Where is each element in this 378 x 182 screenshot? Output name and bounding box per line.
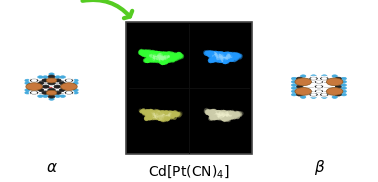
Circle shape: [37, 88, 44, 92]
Circle shape: [341, 77, 346, 80]
Circle shape: [297, 80, 302, 83]
Circle shape: [314, 84, 324, 89]
Circle shape: [55, 76, 60, 78]
Circle shape: [335, 77, 341, 80]
Circle shape: [311, 96, 316, 98]
Text: α: α: [46, 160, 57, 175]
Circle shape: [54, 91, 61, 94]
Circle shape: [319, 92, 329, 97]
Circle shape: [326, 78, 343, 86]
Circle shape: [341, 93, 346, 96]
Circle shape: [42, 79, 49, 82]
Circle shape: [295, 78, 311, 86]
Circle shape: [332, 96, 337, 98]
Circle shape: [25, 89, 30, 91]
Circle shape: [55, 95, 60, 97]
Circle shape: [341, 90, 346, 93]
Bar: [126, 22, 252, 155]
Circle shape: [341, 84, 346, 86]
Circle shape: [38, 76, 43, 78]
Circle shape: [297, 90, 302, 93]
Circle shape: [291, 81, 297, 83]
Circle shape: [311, 93, 316, 96]
Circle shape: [341, 81, 346, 83]
Circle shape: [314, 80, 324, 84]
Circle shape: [29, 90, 39, 95]
Circle shape: [335, 85, 341, 88]
Circle shape: [291, 77, 297, 80]
Circle shape: [335, 93, 341, 96]
Circle shape: [48, 95, 55, 98]
Circle shape: [46, 78, 57, 83]
Circle shape: [314, 89, 324, 94]
Circle shape: [66, 92, 71, 94]
Circle shape: [54, 79, 61, 82]
Circle shape: [25, 79, 30, 82]
Circle shape: [73, 89, 78, 91]
Circle shape: [29, 78, 39, 83]
Circle shape: [291, 84, 297, 86]
Circle shape: [49, 98, 54, 100]
Circle shape: [60, 76, 65, 78]
Circle shape: [291, 87, 297, 89]
Circle shape: [64, 90, 74, 95]
Circle shape: [60, 83, 77, 90]
Circle shape: [59, 88, 66, 92]
Circle shape: [295, 88, 311, 95]
Circle shape: [38, 95, 43, 97]
Circle shape: [43, 76, 48, 78]
Circle shape: [26, 83, 42, 90]
Circle shape: [25, 92, 30, 94]
Circle shape: [316, 85, 322, 88]
Circle shape: [60, 95, 65, 97]
Circle shape: [335, 80, 341, 83]
Circle shape: [311, 77, 316, 80]
Circle shape: [297, 77, 302, 80]
Circle shape: [73, 92, 78, 94]
Circle shape: [322, 77, 327, 80]
Circle shape: [54, 85, 61, 88]
Circle shape: [73, 82, 78, 84]
Circle shape: [49, 73, 54, 75]
Circle shape: [42, 91, 49, 94]
Circle shape: [335, 90, 341, 93]
Circle shape: [326, 88, 343, 95]
Circle shape: [309, 76, 318, 81]
Circle shape: [48, 88, 55, 92]
Circle shape: [311, 75, 316, 77]
Circle shape: [316, 81, 322, 83]
Circle shape: [319, 76, 329, 81]
Circle shape: [73, 79, 78, 82]
Circle shape: [301, 96, 306, 98]
Circle shape: [48, 81, 55, 85]
Circle shape: [37, 82, 44, 85]
Circle shape: [42, 85, 49, 88]
Circle shape: [316, 90, 322, 93]
Text: β: β: [314, 160, 324, 175]
Circle shape: [341, 87, 346, 89]
Circle shape: [31, 79, 37, 82]
Circle shape: [291, 90, 297, 93]
Circle shape: [332, 75, 337, 77]
Circle shape: [297, 85, 302, 88]
Circle shape: [301, 75, 306, 77]
Circle shape: [31, 92, 37, 94]
Circle shape: [46, 90, 57, 95]
Circle shape: [25, 82, 30, 84]
Circle shape: [43, 95, 48, 97]
Circle shape: [322, 93, 327, 96]
Circle shape: [66, 79, 71, 82]
Text: Cd[Pt(CN)$_4$]: Cd[Pt(CN)$_4$]: [148, 163, 230, 180]
Circle shape: [64, 78, 74, 83]
Circle shape: [297, 93, 302, 96]
Circle shape: [322, 96, 327, 98]
Circle shape: [309, 92, 318, 97]
Circle shape: [322, 75, 327, 77]
Circle shape: [291, 93, 297, 96]
Circle shape: [59, 82, 66, 85]
Circle shape: [48, 75, 55, 78]
